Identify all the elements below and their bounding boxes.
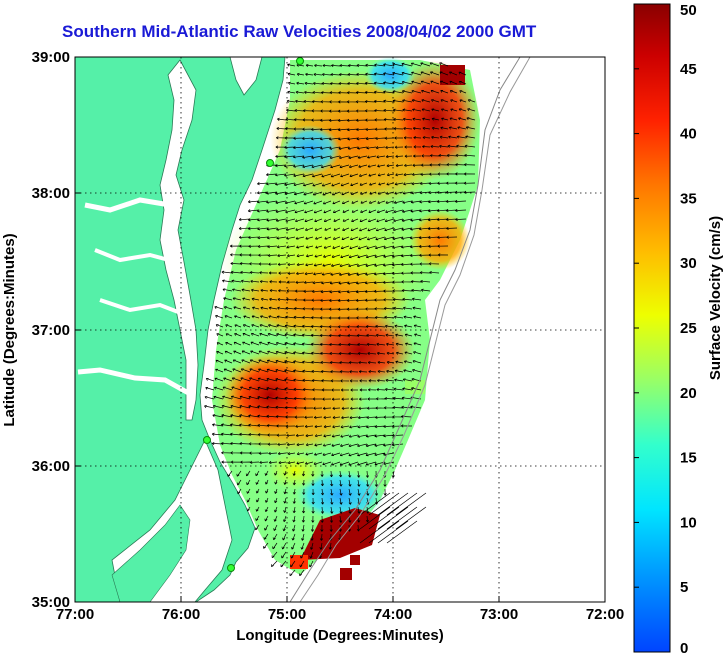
x-tick-label: 77:00	[56, 606, 94, 623]
colorbar-tick-label: 50	[680, 2, 697, 19]
colorbar-tick-label: 15	[680, 450, 697, 467]
colorbar-tick-label: 25	[680, 320, 697, 337]
radar-site	[227, 564, 235, 572]
colorbar: 0 5 10 15 20 25 30 35 40 45 50 Surface Velocity (c…	[633, 2, 724, 657]
colorbar-tick-label: 45	[680, 61, 697, 78]
radar-site	[203, 436, 211, 444]
y-tick-label: 35:00	[32, 594, 70, 611]
radar-site	[266, 159, 274, 167]
colorbar-tick-label: 40	[680, 126, 697, 143]
x-tick-label: 73:00	[480, 606, 518, 623]
y-tick-label: 37:00	[32, 322, 70, 339]
colorbar-tick-label: 30	[680, 255, 697, 272]
y-tick-label: 36:00	[32, 458, 70, 475]
y-axis: 39:00 38:00 37:00 36:00 35:00 Latitude (…	[1, 49, 81, 611]
pamlico-land	[111, 504, 191, 602]
river-james	[77, 367, 194, 398]
y-tick-label: 39:00	[32, 49, 70, 66]
x-axis-label: Longitude (Degrees:Minutes)	[236, 627, 444, 644]
colorbar-gradient	[633, 3, 671, 653]
y-axis-label: Latitude (Degrees:Minutes)	[1, 233, 18, 426]
colorbar-tick-label: 35	[680, 190, 697, 207]
x-tick-label: 72:00	[586, 606, 624, 623]
x-axis: 77:00 76:00 75:00 74:00 73:00 72:00 Long…	[56, 596, 624, 644]
river-potomac	[84, 197, 171, 213]
x-tick-label: 74:00	[374, 606, 412, 623]
radar-site	[296, 57, 304, 65]
shelf-contour-1	[289, 57, 521, 602]
colorbar-label: Surface Velocity (cm/s)	[707, 216, 724, 380]
velocity-field	[212, 57, 480, 580]
x-tick-label: 76:00	[162, 606, 200, 623]
y-tick-label: 38:00	[32, 185, 70, 202]
x-tick-label: 75:00	[268, 606, 306, 623]
velocity-arrows	[204, 62, 476, 577]
shelf-contour-2	[299, 57, 531, 602]
arrow-glyphs	[204, 62, 476, 577]
chesapeake-bay	[159, 59, 199, 421]
river-rappahannock	[94, 248, 177, 264]
map-title: Southern Mid-Atlantic Raw Velocities 200…	[62, 22, 537, 41]
colorbar-tick-label: 20	[680, 385, 697, 402]
grid-lines	[75, 57, 605, 602]
colorbar-tick-label: 0	[680, 640, 688, 657]
river-york	[99, 298, 187, 317]
colorbar-tick-label: 5	[680, 579, 688, 596]
delaware-bay	[229, 57, 263, 96]
colorbar-tick-label: 10	[680, 514, 697, 531]
